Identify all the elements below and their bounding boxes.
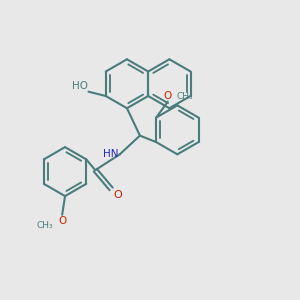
Text: O: O — [58, 216, 66, 226]
Text: HO: HO — [72, 81, 88, 91]
Text: HN: HN — [103, 149, 118, 159]
Text: O: O — [113, 190, 122, 200]
Text: CH₃: CH₃ — [177, 92, 194, 100]
Text: O: O — [164, 91, 172, 100]
Text: CH₃: CH₃ — [37, 221, 53, 230]
